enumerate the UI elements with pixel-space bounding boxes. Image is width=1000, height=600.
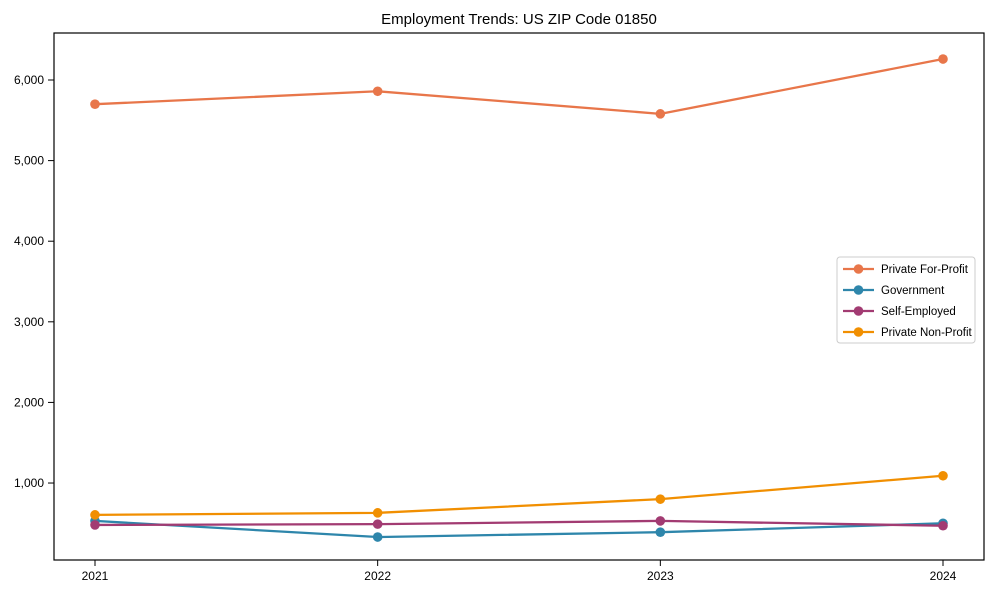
data-point-private-non-profit [938,470,948,481]
data-point-self-employed [372,519,383,529]
legend-label: Government [881,285,945,297]
legend-label: Private Non-Profit [881,327,973,339]
series-line-government [93,519,945,539]
y-tick-label: 5,000 [14,154,44,168]
x-tick-label: 2021 [82,569,109,583]
data-point-private-non-profit [372,508,383,518]
series-line-private-non-profit [93,474,945,517]
x-tick-label: 2023 [647,569,674,583]
legend-marker-icon [853,327,864,337]
data-point-self-employed [938,520,948,531]
series-line-self-employed [93,519,945,527]
data-point-private-for-profit [655,109,666,119]
y-tick-label: 2,000 [14,395,44,409]
x-tick-label: 2024 [930,569,957,583]
chart-title: Employment Trends: US ZIP Code 01850 [381,11,657,28]
legend-item-government: Government [843,285,945,297]
data-point-private-for-profit [90,99,100,109]
legend-box [836,256,976,344]
legend-item-self-employed: Self-Employed [843,306,956,318]
data-point-private-non-profit [90,510,100,520]
y-tick-label: 4,000 [14,234,44,248]
data-point-self-employed [90,520,100,530]
data-point-private-non-profit [655,494,666,504]
plot-border [53,32,985,561]
legend-item-private-for-profit: Private For-Profit [843,264,969,276]
x-tick-label: 2022 [364,569,391,583]
data-point-private-for-profit [372,86,383,97]
legend-marker-icon [853,306,864,316]
legend-label: Self-Employed [881,306,956,318]
series-line-private-for-profit [93,57,945,115]
y-tick-label: 3,000 [14,315,44,329]
legend: Private For-Profit Government Self-Employe… [836,256,976,344]
y-tick-label: 6,000 [14,73,44,87]
legend-marker-icon [853,285,864,295]
data-point-government [655,527,666,537]
legend-item-private-non-profit: Private Non-Profit [843,327,973,339]
data-point-private-for-profit [938,54,948,64]
legend-label: Private For-Profit [881,264,969,276]
data-point-self-employed [655,516,666,526]
data-point-government [372,532,383,542]
y-tick-label: 1,000 [14,476,44,490]
legend-marker-icon [853,264,864,274]
